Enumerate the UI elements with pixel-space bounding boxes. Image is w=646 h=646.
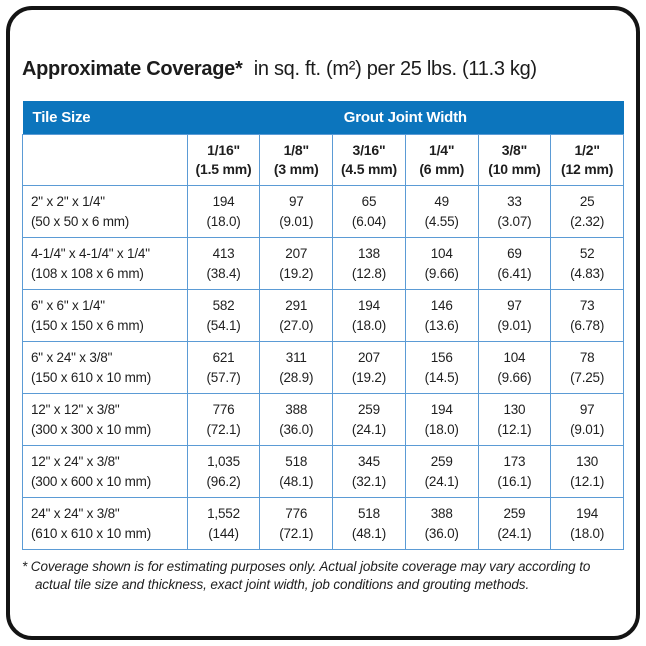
coverage-value-cell: 130 (12.1) — [477, 393, 552, 446]
column-header-1-16: 1/16" (1.5 mm) — [186, 134, 261, 186]
column-header-fraction: 3/8" — [501, 142, 528, 159]
coverage-value-cell: 259 (24.1) — [477, 497, 552, 550]
column-header-1-4: 1/4" (6 mm) — [404, 134, 479, 186]
coverage-value-cell: 291 (27.0) — [259, 289, 334, 342]
coverage-value-cell: 138 (12.8) — [332, 237, 406, 290]
coverage-value-cell: 65 (6.04) — [332, 185, 406, 238]
coverage-value-cell: 582 (54.1) — [186, 289, 261, 342]
coverage-value-cell: 388 (36.0) — [404, 497, 479, 550]
column-header-metric: (1.5 mm) — [195, 161, 252, 177]
column-header-fraction: 1/8" — [283, 142, 310, 159]
coverage-value-cell: 194 (18.0) — [550, 497, 624, 550]
coverage-value-cell: 388 (36.0) — [259, 393, 334, 446]
coverage-value-cell: 776 (72.1) — [186, 393, 261, 446]
tile-size-cell: 12" x 12" x 3/8" (300 x 300 x 10 mm) — [22, 393, 188, 446]
coverage-value-cell: 194 (18.0) — [332, 289, 406, 342]
joint-width-subheader-row: 1/16" (1.5 mm) 1/8" (3 mm) 3/16" (4.5 mm) 1… — [22, 134, 624, 186]
column-header-3-16: 3/16" (4.5 mm) — [332, 134, 406, 186]
empty-corner-cell — [22, 134, 188, 186]
coverage-value-cell: 33 (3.07) — [477, 185, 552, 238]
table-band-row: Tile Size Grout Joint Width — [22, 101, 624, 135]
coverage-table: Tile Size Grout Joint Width 1/16" (1.5 mm… — [22, 101, 624, 550]
coverage-value-cell: 104 (9.66) — [477, 341, 552, 394]
tile-size-cell: 6" x 24" x 3/8" (150 x 610 x 10 mm) — [22, 341, 188, 394]
table-row: 6" x 24" x 3/8" (150 x 610 x 10 mm) 621 (57… — [22, 341, 624, 394]
coverage-value-cell: 413 (38.4) — [186, 237, 261, 290]
table-row: 12" x 12" x 3/8" (300 x 300 x 10 mm) 776 (7… — [22, 393, 624, 446]
column-header-metric: (6 mm) — [419, 161, 465, 177]
column-header-metric: (3 mm) — [273, 161, 319, 177]
coverage-value-cell: 207 (19.2) — [332, 341, 406, 394]
tile-size-cell: 4-1/4" x 4-1/4" x 1/4" (108 x 108 x 6 mm) — [22, 237, 188, 290]
coverage-value-cell: 104 (9.66) — [404, 237, 479, 290]
coverage-value-cell: 1,552 (144) — [186, 497, 261, 550]
footnote: * Coverage shown is for estimating purpo… — [22, 559, 591, 593]
table-row: 24" x 24" x 3/8" (610 x 610 x 10 mm) 1,552… — [22, 497, 624, 550]
column-header-fraction: 1/4" — [429, 142, 455, 159]
coverage-value-cell: 1,035 (96.2) — [186, 445, 261, 498]
coverage-value-cell: 259 (24.1) — [404, 445, 479, 498]
column-header-fraction: 1/2" — [574, 142, 600, 159]
coverage-table-body: 2" x 2" x 1/4" (50 x 50 x 6 mm) 194 (18.0) 9… — [22, 185, 624, 550]
coverage-value-cell: 776 (72.1) — [259, 497, 334, 550]
coverage-value-cell: 621 (57.7) — [186, 341, 261, 394]
table-row: 6" x 6" x 1/4" (150 x 150 x 6 mm) 582 (54.1… — [22, 289, 624, 342]
tile-size-cell: 24" x 24" x 3/8" (610 x 610 x 10 mm) — [22, 497, 188, 550]
tile-size-cell: 12" x 24" x 3/8" (300 x 600 x 10 mm) — [22, 445, 188, 498]
coverage-value-cell: 69 (6.41) — [477, 237, 552, 290]
coverage-value-cell: 49 (4.55) — [404, 185, 479, 238]
coverage-value-cell: 345 (32.1) — [332, 445, 406, 498]
table-row: 4-1/4" x 4-1/4" x 1/4" (108 x 108 x 6 mm)… — [22, 237, 624, 290]
coverage-value-cell: 52 (4.83) — [550, 237, 624, 290]
coverage-value-cell: 97 (9.01) — [550, 393, 624, 446]
coverage-card: Approximate Coverage* in sq. ft. (m²) pe… — [6, 6, 640, 640]
coverage-value-cell: 25 (2.32) — [550, 185, 624, 238]
coverage-value-cell: 194 (18.0) — [186, 185, 261, 238]
coverage-value-cell: 518 (48.1) — [259, 445, 334, 498]
column-header-metric: (4.5 mm) — [340, 161, 397, 177]
column-header-fraction: 1/16" — [207, 142, 240, 159]
title-units: in sq. ft. (m²) per 25 lbs. (11.3 kg) — [253, 58, 537, 80]
coverage-value-cell: 97 (9.01) — [477, 289, 552, 342]
coverage-value-cell: 156 (14.5) — [404, 341, 479, 394]
table-row: 12" x 24" x 3/8" (300 x 600 x 10 mm) 1,035… — [22, 445, 624, 498]
coverage-value-cell: 311 (28.9) — [259, 341, 334, 394]
tile-size-cell: 6" x 6" x 1/4" (150 x 150 x 6 mm) — [22, 289, 188, 342]
coverage-value-cell: 78 (7.25) — [550, 341, 624, 394]
column-header-metric: (12 mm) — [560, 161, 614, 177]
tile-size-header: Tile Size — [22, 101, 188, 135]
page-title: Approximate Coverage* in sq. ft. (m²) pe… — [22, 58, 624, 81]
column-header-fraction: 3/16" — [352, 142, 386, 159]
coverage-value-cell: 130 (12.1) — [550, 445, 624, 498]
coverage-value-cell: 97 (9.01) — [259, 185, 334, 238]
column-header-1-8: 1/8" (3 mm) — [259, 134, 334, 186]
column-header-3-8: 3/8" (10 mm) — [477, 134, 552, 186]
coverage-value-cell: 518 (48.1) — [332, 497, 406, 550]
title-bold: Approximate Coverage* — [22, 58, 243, 80]
grout-joint-width-header: Grout Joint Width — [187, 101, 624, 135]
coverage-value-cell: 259 (24.1) — [332, 393, 406, 446]
tile-size-cell: 2" x 2" x 1/4" (50 x 50 x 6 mm) — [22, 185, 188, 238]
column-header-metric: (10 mm) — [488, 161, 541, 177]
coverage-value-cell: 194 (18.0) — [404, 393, 479, 446]
coverage-value-cell: 146 (13.6) — [404, 289, 479, 342]
coverage-value-cell: 173 (16.1) — [477, 445, 552, 498]
coverage-value-cell: 207 (19.2) — [259, 237, 334, 290]
table-row: 2" x 2" x 1/4" (50 x 50 x 6 mm) 194 (18.0) 9… — [22, 185, 624, 238]
column-header-1-2: 1/2" (12 mm) — [550, 134, 624, 186]
coverage-value-cell: 73 (6.78) — [550, 289, 624, 342]
